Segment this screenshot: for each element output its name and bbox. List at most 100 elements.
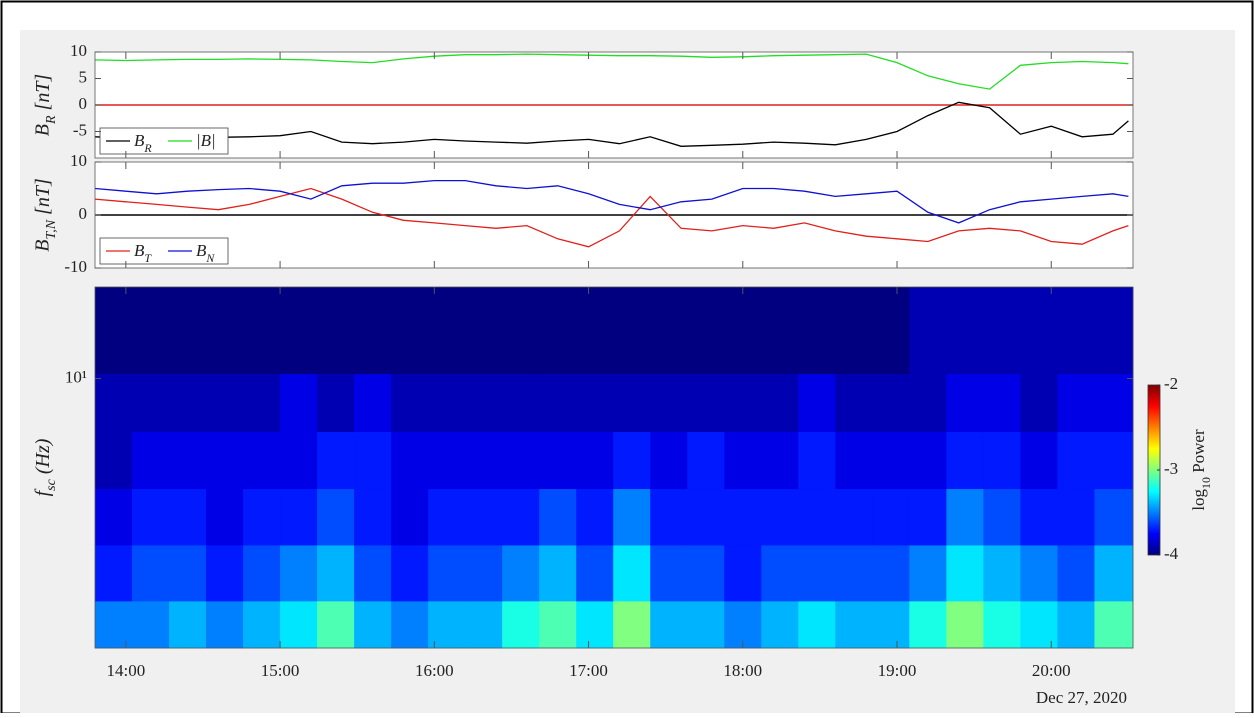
spectrogram-cell (317, 373, 355, 433)
spectrogram-cell (1057, 287, 1095, 375)
spectrogram-cell (502, 373, 540, 433)
spectrogram-cell (243, 287, 281, 375)
spectrogram-cell (391, 431, 429, 490)
spectrogram-cell (502, 544, 540, 602)
spectrogram-cell (983, 600, 1021, 649)
spectrogram-cell (909, 431, 947, 490)
spectrogram-cell (206, 600, 244, 649)
spectrogram-cell (724, 287, 762, 375)
spectrogram-cell (1094, 431, 1134, 490)
spectrogram-cell (946, 373, 984, 433)
spectrogram-cell (687, 600, 725, 649)
y-tick-label: -5 (73, 120, 87, 139)
spectrogram-cell (724, 488, 762, 546)
y-tick-label: 0 (79, 204, 88, 223)
spectrogram-cell (465, 488, 503, 546)
spectrogram-cell (317, 544, 355, 602)
spectrogram-cell (502, 488, 540, 546)
spectrogram-cell (576, 544, 614, 602)
spectrogram-cell (169, 544, 207, 602)
spectrogram-cell (798, 544, 836, 602)
spectrogram-cell (983, 373, 1021, 433)
spectrogram-cell (761, 600, 799, 649)
spectrogram-cell (539, 287, 577, 375)
spectrogram-cell (354, 287, 392, 375)
x-tick-label: 14:00 (106, 661, 145, 680)
spectrogram-cell (909, 287, 947, 375)
spectrogram-cell (613, 287, 651, 375)
spectrogram-cell (539, 600, 577, 649)
spectrogram-cell (835, 544, 873, 602)
spectrogram-cell (206, 431, 244, 490)
spectrogram-cell (1094, 544, 1134, 602)
spectrogram-cell (206, 373, 244, 433)
spectrogram-cell (798, 488, 836, 546)
y-tick-label: 10¹ (65, 367, 87, 386)
spectrogram-cell (724, 600, 762, 649)
spectrogram-cell (243, 431, 281, 490)
spectrogram-cell (539, 488, 577, 546)
spectrogram-cell (1057, 431, 1095, 490)
y-tick-label: 0 (79, 94, 88, 113)
spectrogram-cell (280, 544, 318, 602)
spectrogram-cell (317, 600, 355, 649)
spectrogram-cell (354, 431, 392, 490)
spectrogram-cell (761, 488, 799, 546)
colorbar-tick-label: -3 (1164, 459, 1178, 478)
spectrogram-cell (391, 373, 429, 433)
spectrogram-cell (206, 544, 244, 602)
spectrogram-cell (650, 600, 688, 649)
colorbar-tick-label: -4 (1164, 544, 1179, 563)
x-tick-label: 19:00 (878, 661, 917, 680)
spectrogram-cell (1020, 373, 1058, 433)
spectrogram-cell (132, 431, 170, 490)
spectrogram-cell (946, 287, 984, 375)
spectrogram-cell (280, 431, 318, 490)
spectrogram-cell (206, 488, 244, 546)
spectrogram-cell (872, 600, 910, 649)
spectrogram-cell (169, 287, 207, 375)
spectrogram-cell (428, 600, 466, 649)
spectrogram-cell (428, 544, 466, 602)
spectrogram-cell (613, 544, 651, 602)
spectrogram-cell (798, 431, 836, 490)
spectrogram-cell (428, 431, 466, 490)
spectrogram-cell (1020, 544, 1058, 602)
spectrogram-cell (983, 431, 1021, 490)
spectrogram-cell (983, 488, 1021, 546)
spectrogram-cell (317, 431, 355, 490)
spectrogram-cell (391, 488, 429, 546)
spectrogram-cell (280, 287, 318, 375)
spectrogram-cell (502, 600, 540, 649)
x-tick-label: 18:00 (723, 661, 762, 680)
spectrogram-cell (428, 287, 466, 375)
spectrogram-cell (835, 431, 873, 490)
spectrogram-cell (650, 544, 688, 602)
spectrogram-cell (761, 431, 799, 490)
spectrogram-cell (132, 544, 170, 602)
spectrogram-cell (428, 488, 466, 546)
spectrogram-cell (946, 544, 984, 602)
spectrogram-cell (613, 488, 651, 546)
x-tick-label: 20:00 (1032, 661, 1071, 680)
spectrogram-cell (576, 431, 614, 490)
spectrogram-cell (798, 600, 836, 649)
spectrogram-cell (1020, 600, 1058, 649)
spectrogram-cell (317, 287, 355, 375)
spectrogram-cell (169, 600, 207, 649)
series-line (94, 53, 1129, 90)
spectrogram-cell (169, 373, 207, 433)
spectrogram-cell (465, 287, 503, 375)
spectrogram-cell (354, 373, 392, 433)
spectrogram-cell (169, 488, 207, 546)
x-tick-label: 15:00 (261, 661, 300, 680)
spectrogram-cell (687, 373, 725, 433)
spectrogram-cell (946, 488, 984, 546)
spectrogram-cell (724, 431, 762, 490)
spectrogram-cell (687, 287, 725, 375)
spectrogram-cell (576, 373, 614, 433)
spectrogram-cell (1020, 287, 1058, 375)
spectrogram-cell (576, 287, 614, 375)
spectrogram-cell (132, 287, 170, 375)
